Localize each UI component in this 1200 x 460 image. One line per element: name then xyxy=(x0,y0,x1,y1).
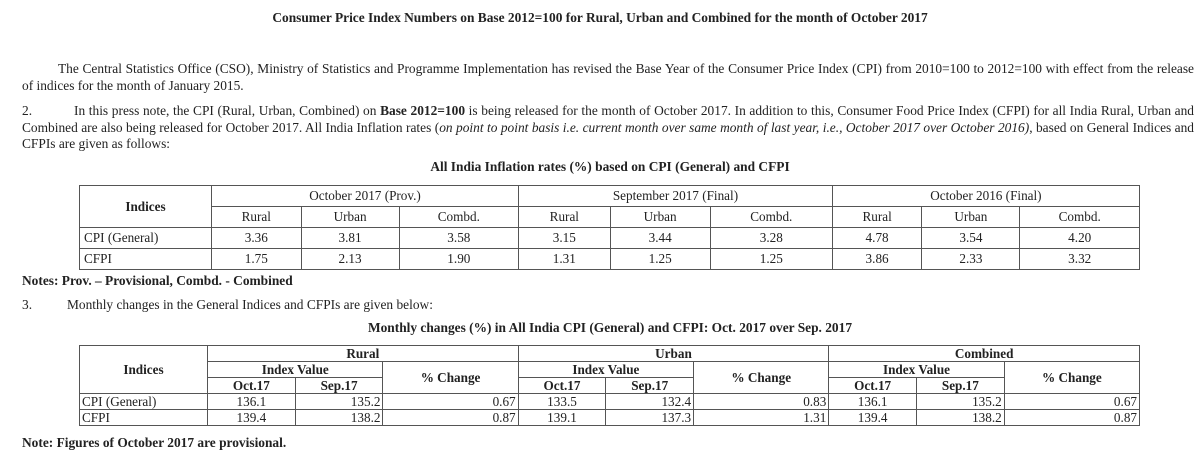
provisional-note: Note: Figures of October 2017 are provis… xyxy=(22,435,287,450)
section-3: 3. Monthly changes in the General Indices… xyxy=(22,297,433,313)
base-year-bold: Base 2012=100 xyxy=(380,103,466,118)
table-cell: 2.13 xyxy=(300,248,400,270)
section-number: 3. xyxy=(22,297,33,312)
row-label: CFPI xyxy=(79,409,208,426)
table-cell: 3.58 xyxy=(398,227,520,249)
period-header: October 2017 (Prov.) xyxy=(210,185,520,207)
table-cell: 138.2 xyxy=(294,409,384,426)
table-cell: 0.67 xyxy=(1003,393,1141,410)
index-value-header: Index Value xyxy=(206,361,384,378)
table-row: CPI (General) 3.36 3.81 3.58 3.15 3.44 3… xyxy=(79,227,1140,249)
column-header: Rural xyxy=(211,206,302,228)
table-row: CFPI 1.75 2.13 1.90 1.31 1.25 1.25 3.86 … xyxy=(79,248,1140,270)
index-value-header: Index Value xyxy=(517,361,695,378)
table-cell: 1.31 xyxy=(693,409,830,426)
table-cell: 4.20 xyxy=(1019,227,1140,249)
indices-header: Indices xyxy=(79,185,212,228)
table-cell: 136.1 xyxy=(828,393,917,410)
table-row: CFPI 139.4 138.2 0.87 139.1 137.3 1.31 1… xyxy=(79,409,1141,426)
table-cell: 135.2 xyxy=(916,393,1005,410)
para-italic-note: on point to point basis i.e. current mon… xyxy=(439,119,1030,135)
paragraph-number: 2. xyxy=(22,103,33,118)
table-cell: 3.81 xyxy=(300,227,400,249)
para-text-3: , based on General Indices and CFPIs are… xyxy=(22,119,1195,152)
month-header: Oct.17 xyxy=(828,377,917,394)
table-cell: 2.33 xyxy=(921,248,1021,270)
table-cell: 0.67 xyxy=(382,393,519,410)
group-header: Combined xyxy=(828,345,1140,362)
para-text-1: In this press note, the CPI (Rural, Urba… xyxy=(74,103,381,118)
table-cell: 1.25 xyxy=(609,248,711,270)
group-header: Rural xyxy=(207,345,519,362)
notes-abbreviations: Notes: Prov. – Provisional, Combd. - Com… xyxy=(22,273,293,288)
para-text-2: is being released for the month of Octob… xyxy=(22,103,1194,135)
table-cell: 133.5 xyxy=(517,393,607,410)
table-row: CPI (General) 136.1 135.2 0.67 133.5 132… xyxy=(79,393,1141,410)
table-cell: 136.1 xyxy=(207,393,296,410)
row-label: CPI (General) xyxy=(79,227,212,249)
table-cell: 3.36 xyxy=(211,227,302,249)
press-note-paragraph: 2. In this press note, the CPI (Rural, Ur… xyxy=(22,103,1194,153)
table-cell: 3.44 xyxy=(609,227,711,249)
table-cell: 0.83 xyxy=(693,393,830,410)
period-header: September 2017 (Final) xyxy=(518,185,833,207)
table-cell: 3.86 xyxy=(831,248,923,270)
table-cell: 1.25 xyxy=(709,248,833,270)
inflation-rates-table: Indices October 2017 (Prov.) September 2… xyxy=(79,185,1141,270)
table-cell: 137.3 xyxy=(605,409,695,426)
month-header: Sep.17 xyxy=(605,377,695,394)
row-label: CFPI xyxy=(79,248,212,270)
column-header: Urban xyxy=(300,206,400,228)
table-cell: 4.78 xyxy=(831,227,923,249)
change-header: % Change xyxy=(1003,361,1141,394)
table-cell: 1.31 xyxy=(518,248,611,270)
table-cell: 132.4 xyxy=(605,393,695,410)
table-cell: 139.4 xyxy=(207,409,296,426)
table-cell: 3.15 xyxy=(518,227,611,249)
table-cell: 3.28 xyxy=(709,227,833,249)
column-header: Urban xyxy=(921,206,1021,228)
page-title: Consumer Price Index Numbers on Base 201… xyxy=(272,10,928,25)
column-header: Combd. xyxy=(709,206,833,228)
column-header: Combd. xyxy=(1019,206,1140,228)
table-cell: 139.1 xyxy=(517,409,607,426)
change-header: % Change xyxy=(382,361,519,394)
column-header: Rural xyxy=(518,206,611,228)
table-cell: 0.87 xyxy=(1003,409,1141,426)
row-label: CPI (General) xyxy=(79,393,208,410)
table-cell: 3.32 xyxy=(1019,248,1140,270)
column-header: Urban xyxy=(609,206,711,228)
table-cell: 139.4 xyxy=(828,409,917,426)
change-header: % Change xyxy=(693,361,830,394)
indices-header: Indices xyxy=(79,345,208,394)
section-text: Monthly changes in the General Indices a… xyxy=(67,297,433,312)
month-header: Sep.17 xyxy=(916,377,1005,394)
month-header: Sep.17 xyxy=(294,377,384,394)
table-cell: 138.2 xyxy=(916,409,1005,426)
monthly-changes-table-title: Monthly changes (%) in All India CPI (Ge… xyxy=(367,320,853,335)
table-cell: 0.87 xyxy=(382,409,519,426)
monthly-changes-table: Indices Rural Urban Combined Index Value… xyxy=(79,345,1141,426)
table-cell: 1.75 xyxy=(211,248,302,270)
table-cell: 3.54 xyxy=(921,227,1021,249)
month-header: Oct.17 xyxy=(207,377,296,394)
group-header: Urban xyxy=(517,345,830,362)
intro-paragraph: The Central Statistics Office (CSO), Min… xyxy=(22,61,1194,93)
table-cell: 135.2 xyxy=(294,393,384,410)
inflation-table-title: All India Inflation rates (%) based on C… xyxy=(430,159,790,174)
index-value-header: Index Value xyxy=(828,361,1005,378)
month-header: Oct.17 xyxy=(517,377,607,394)
table-cell: 1.90 xyxy=(398,248,520,270)
column-header: Rural xyxy=(831,206,923,228)
period-header: October 2016 (Final) xyxy=(831,185,1141,207)
column-header: Combd. xyxy=(398,206,520,228)
